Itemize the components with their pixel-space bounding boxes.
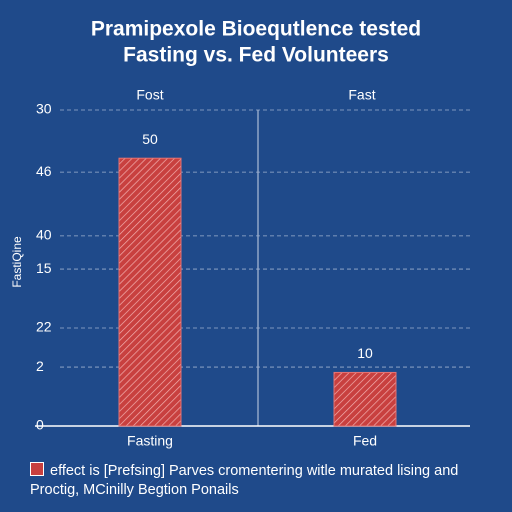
bar [118,157,182,427]
annotation: Fost [136,87,163,103]
value-label: 50 [142,131,158,147]
y-tick-label: 40 [36,227,52,243]
chart-title: Fasting vs. Fed Volunteers [123,44,389,67]
x-tick-label: Fed [353,433,377,449]
bar [333,371,397,427]
legend: effect is [Prefsing] Parves cromentering… [30,462,480,500]
legend-label: effect is [Prefsing] Parves cromentering… [30,463,459,498]
y-tick-label: 30 [36,101,52,117]
y-tick-label: 46 [36,163,52,179]
chart-title: Pramipexole Bioequtlence tested [91,18,421,41]
legend-swatch [30,462,44,476]
y-tick-label: 15 [36,260,52,276]
x-tick-label: Fasting [127,433,173,449]
value-label: 10 [357,345,373,361]
y-tick-label: 22 [36,319,52,335]
annotation: Fast [348,87,375,103]
y-tick-label: 0 [36,417,44,433]
y-axis-label: FastiQine [10,236,24,288]
y-tick-label: 2 [36,358,44,374]
